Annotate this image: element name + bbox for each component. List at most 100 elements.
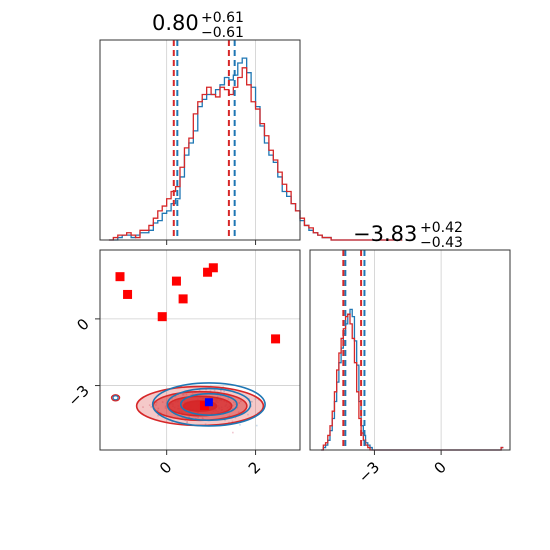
scatter-point: [232, 431, 234, 434]
ticks-hist-param1: [373, 450, 442, 455]
scatter-point: [216, 395, 219, 398]
scatter-point: [195, 417, 197, 420]
scatter-point: [239, 424, 241, 426]
scatter-point: [157, 407, 160, 410]
histogram-blue: [321, 308, 504, 451]
scatter-point: [155, 404, 157, 406]
scatter-point: [182, 393, 185, 396]
scatter-point: [237, 411, 240, 414]
scatter-point: [171, 420, 173, 423]
scatter-point: [171, 397, 173, 400]
panel-hist-param1: [309, 249, 511, 455]
scatter-point: [201, 417, 204, 419]
scatter-point: [234, 416, 237, 419]
tick-label-x-param1: 0: [430, 458, 449, 477]
marker-red: [157, 312, 167, 322]
scatter-point: [220, 390, 222, 392]
marker-red: [271, 334, 281, 344]
marker-red: [199, 401, 209, 411]
scatter-point: [254, 398, 257, 401]
tick-label-y-param1: 0: [73, 315, 92, 334]
scatter-point: [255, 424, 258, 427]
scatter-point: [202, 418, 205, 421]
title-param1-value: −3.83: [353, 222, 417, 246]
scatter-point: [228, 414, 231, 417]
ticks-hist-param0: [166, 240, 257, 245]
scatter-point: [223, 390, 225, 393]
panel-hist-param0: [99, 39, 403, 245]
tick-label-x-param0: 0: [156, 458, 175, 477]
scatter-point: [150, 406, 152, 408]
scatter-point: [185, 393, 188, 396]
scatter-point: [213, 389, 216, 392]
marker-blue: [204, 398, 213, 407]
title-param0-plus: +0.61: [201, 10, 244, 26]
title-param1-plus: +0.42: [420, 220, 463, 236]
scatter-point: [157, 414, 159, 417]
scatter-point: [188, 416, 191, 418]
scatter-point: [164, 407, 167, 409]
scatter-point: [222, 386, 225, 388]
histogram-param1: [321, 308, 504, 451]
tick-label-x-param0: 2: [245, 458, 264, 477]
scatter-point: [232, 404, 234, 407]
contour-blue: [151, 382, 266, 427]
scatter-point: [161, 401, 164, 403]
scatter-point: [234, 403, 237, 405]
panel-2d: [95, 249, 301, 455]
grid-2d: [100, 250, 300, 450]
panel-frame-hist-param0: [99, 39, 301, 241]
scatter-point: [227, 388, 230, 391]
title-param0: 0.80 +0.61 −0.61: [152, 10, 244, 41]
scatter-point: [156, 409, 159, 412]
scatter-point: [257, 398, 260, 401]
scatter-point: [257, 411, 259, 414]
scatter-point: [155, 401, 158, 404]
scatter-point: [232, 401, 235, 404]
scatter-point: [227, 398, 230, 400]
scatter-point: [142, 406, 144, 408]
scatter-point: [165, 402, 168, 404]
contour-blue-outlier: [112, 395, 119, 401]
ticks-2d: [95, 318, 257, 455]
scatter-point: [205, 388, 207, 391]
grid-hist-param1: [374, 250, 442, 450]
scatter-point: [204, 423, 207, 426]
title-param1: −3.83 +0.42 −0.43: [353, 220, 463, 251]
title-param0-minus: −0.61: [201, 25, 244, 41]
scatter-point: [186, 421, 188, 424]
scatter-point: [181, 394, 184, 396]
tick-label-x-param1: −3: [355, 458, 383, 486]
scatter-point: [191, 393, 194, 395]
scatter-point: [224, 419, 226, 422]
scatter-point: [198, 389, 201, 391]
marker-red: [208, 263, 218, 273]
contour-red-outlier: [110, 394, 121, 402]
marker-red: [115, 272, 125, 282]
marker-red: [123, 289, 133, 299]
tick-label-y-param1: −3: [64, 382, 92, 410]
scatter-point: [238, 402, 241, 404]
scatter-point: [249, 400, 252, 403]
scatter-point: [174, 395, 177, 398]
scatter-point: [148, 404, 151, 406]
scatter-point: [251, 400, 253, 403]
title-param0-value: 0.80: [152, 11, 199, 35]
scatter-point: [247, 413, 249, 416]
scatter-point: [254, 397, 257, 400]
scatter-point: [190, 394, 192, 396]
markers: [115, 263, 281, 411]
quantile-lines-param0: [172, 40, 236, 240]
histogram-red: [321, 313, 504, 451]
histogram-param0: [108, 57, 403, 241]
contours: [110, 382, 266, 427]
quantile-lines-param1: [342, 250, 366, 450]
scatter-point: [231, 420, 234, 423]
panel-frame-hist-param1: [309, 249, 511, 451]
panel-frame-2d: [99, 249, 301, 451]
marker-red: [171, 276, 181, 286]
scatter-point: [197, 416, 199, 419]
marker-red: [178, 294, 188, 304]
scatter-point: [236, 406, 239, 409]
